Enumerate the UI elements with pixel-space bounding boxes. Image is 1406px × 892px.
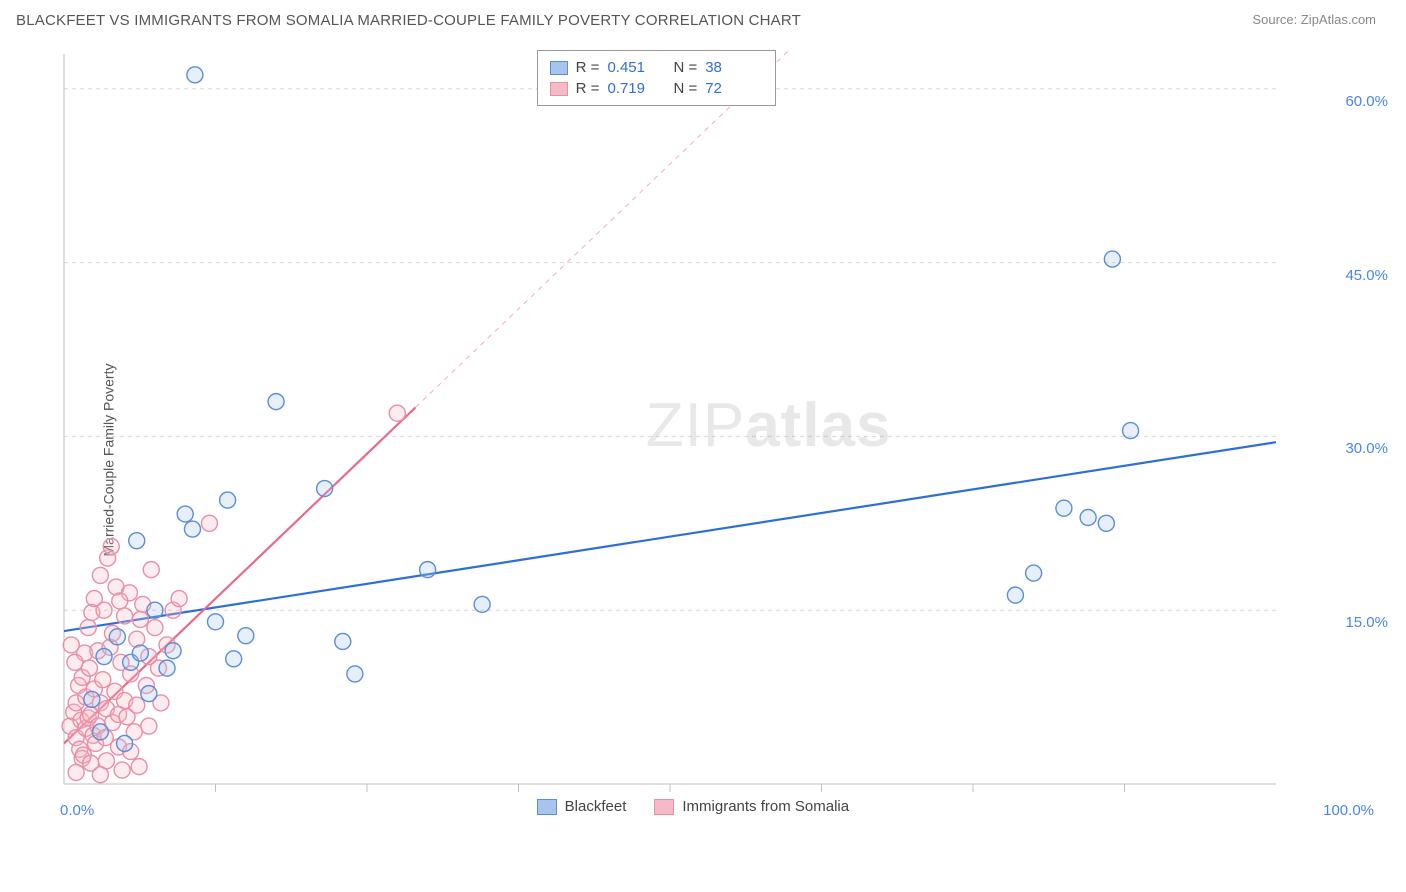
source-label: Source: ZipAtlas.com [1252,12,1376,27]
legend-stat-row: R = 0.719 N = 72 [550,78,764,99]
stat-r-value: 0.719 [607,80,665,97]
y-tick-label: 45.0% [1345,267,1388,284]
legend-label: Blackfeet [565,798,627,815]
stat-n-label: N = [673,80,697,97]
chart-title: BLACKFEET VS IMMIGRANTS FROM SOMALIA MAR… [16,12,801,29]
legend-label: Immigrants from Somalia [682,798,849,815]
series-legend: Blackfeet Immigrants from Somalia [537,798,849,815]
stat-n-value: 72 [705,80,763,97]
legend-swatch [654,799,674,815]
stat-r-label: R = [576,59,600,76]
chart-container: Married-Couple Family Poverty ZIPatlas R… [16,44,1390,876]
y-tick-label: 30.0% [1345,440,1388,457]
x-tick-label: 0.0% [60,802,94,819]
scatter-plot [56,44,1356,834]
legend-stat-row: R = 0.451 N = 38 [550,57,764,78]
legend-swatch [550,82,568,96]
y-tick-label: 15.0% [1345,614,1388,631]
stat-r-label: R = [576,80,600,97]
stat-n-label: N = [673,59,697,76]
x-tick-label: 100.0% [1323,802,1374,819]
stat-n-value: 38 [705,59,763,76]
legend-swatch [550,61,568,75]
stat-r-value: 0.451 [607,59,665,76]
legend-item: Blackfeet [537,798,627,815]
stats-legend: R = 0.451 N = 38 R = 0.719 N = 72 [537,50,777,106]
y-tick-label: 60.0% [1345,93,1388,110]
legend-swatch [537,799,557,815]
legend-item: Immigrants from Somalia [654,798,849,815]
